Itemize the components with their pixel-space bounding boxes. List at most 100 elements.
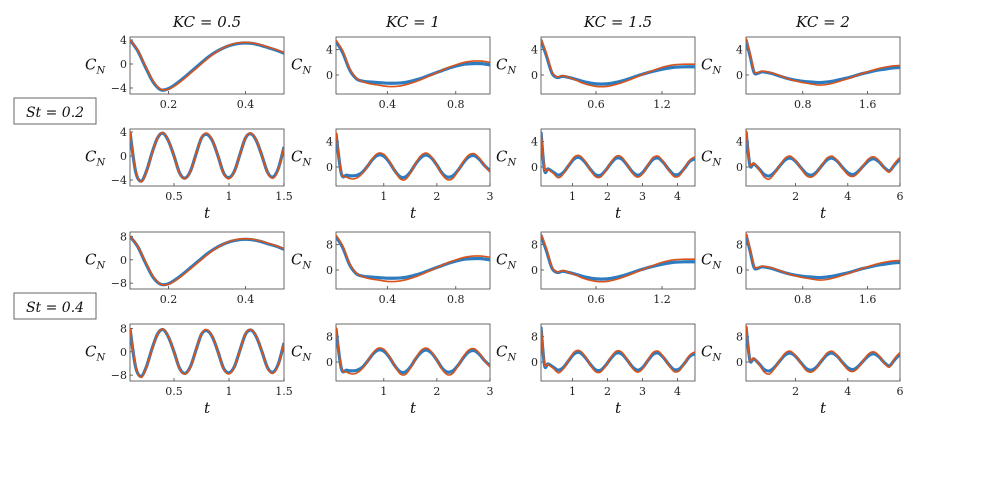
series-group [541,325,695,374]
series-group [746,233,900,281]
x-tick-label: 1.5 [275,190,293,203]
x-axis-label: t [204,399,211,417]
y-axis-label-main: C [291,343,303,361]
y-tick-label: −8 [111,277,127,290]
y-tick-label: 0 [326,161,333,174]
x-tick-label: 2 [604,385,611,398]
y-tick-label: −4 [111,82,127,95]
x-tick-label: 0.2 [160,98,178,111]
y-axis-label-sub: N [95,66,106,77]
y-tick-label: 8 [531,239,538,252]
series-group [130,131,284,183]
y-axis-label-sub: N [95,261,106,272]
x-tick-label: 0.8 [794,293,812,306]
panel-frame [129,323,285,382]
x-tick-label: 1.6 [859,98,877,111]
series-group [130,327,284,379]
y-axis-label: CN [291,148,312,169]
series-line-simulation [336,133,490,180]
row-labels: St = 0.2 St = 0.4 [13,97,97,320]
y-tick-label: 0 [736,161,743,174]
series-group [336,234,490,283]
x-tick-label: 2 [433,190,440,203]
x-tick-label: 0.5 [165,385,183,398]
y-tick-label: 8 [120,230,127,243]
panel: 0 4 0.4 0.8 CN [291,36,491,111]
x-tick-label: 3 [639,190,646,203]
panel-frame [129,128,285,187]
x-tick-label: 1.2 [653,293,671,306]
y-axis-label-main: C [496,343,508,361]
series-line-model [336,234,490,283]
series-group [746,130,900,181]
x-tick-label: 2 [433,385,440,398]
y-axis-label: CN [701,56,722,77]
y-axis-label: CN [496,148,517,169]
y-tick-label: 4 [326,44,333,57]
y-axis-label: CN [85,56,106,77]
x-tick-label: 1.5 [275,385,293,398]
y-tick-label: 4 [120,126,127,139]
y-axis-label: CN [496,56,517,77]
panel-frame [335,36,491,95]
series-line-simulation [541,234,695,281]
y-tick-label: 0 [531,161,538,174]
y-axis-label: CN [85,343,106,364]
series-line-model [541,325,695,374]
x-tick-label: 2 [604,190,611,203]
row-label-box [13,292,97,320]
x-tick-label: 6 [897,190,904,203]
y-axis-label-sub: N [95,158,106,169]
x-tick-label: 0.8 [794,98,812,111]
x-tick-label: 0.8 [447,98,465,111]
series-line-simulation [541,39,695,86]
x-tick-label: 0.5 [165,190,183,203]
x-tick-label: 1 [226,385,233,398]
x-tick-label: 4 [674,385,681,398]
series-line-simulation [130,131,284,183]
y-axis-label-main: C [496,56,508,74]
panel: 0 8 0.8 1.6 CN [701,231,901,306]
x-tick-label: 1 [569,385,576,398]
panel: 0 8 0.4 0.8 CN [291,231,491,306]
column-title: KC = 1 [385,13,440,31]
series-line-simulation [130,235,284,287]
x-tick-label: 6 [897,385,904,398]
y-axis-label-main: C [291,148,303,166]
series-line-simulation [130,39,284,92]
series-group [746,325,900,376]
y-tick-label: −4 [111,174,127,187]
series-line-model [541,233,695,283]
column-titles: KC = 0.5 KC = 1 KC = 1.5 KC = 2 [172,13,850,31]
x-axis-label: t [615,204,622,222]
x-tick-label: 1 [226,190,233,203]
series-line-simulation [746,39,900,85]
series-line-simulation [336,328,490,375]
panel: −4 0 4 0.2 0.4 CN [85,34,285,111]
series-line-simulation [746,326,900,373]
row-label: St = 0.4 [26,300,84,316]
y-tick-label: 0 [531,264,538,277]
panel-frame [335,323,491,382]
y-tick-label: 0 [120,254,127,267]
x-tick-label: 0.6 [587,293,605,306]
series-line-model [336,39,490,88]
y-tick-label: 0 [736,356,743,369]
y-tick-label: 8 [120,322,127,335]
series-line-model [130,131,284,183]
series-group [130,39,284,92]
x-axis-label: t [820,204,827,222]
series-line-model [541,130,695,179]
y-axis-label-sub: N [506,66,517,77]
y-axis-label-main: C [85,56,97,74]
y-axis-label-main: C [701,343,713,361]
y-tick-label: 4 [120,34,127,47]
y-tick-label: 0 [736,69,743,82]
y-axis-label: CN [291,343,312,364]
x-axis-label: t [410,399,417,417]
x-tick-label: 1 [380,190,387,203]
